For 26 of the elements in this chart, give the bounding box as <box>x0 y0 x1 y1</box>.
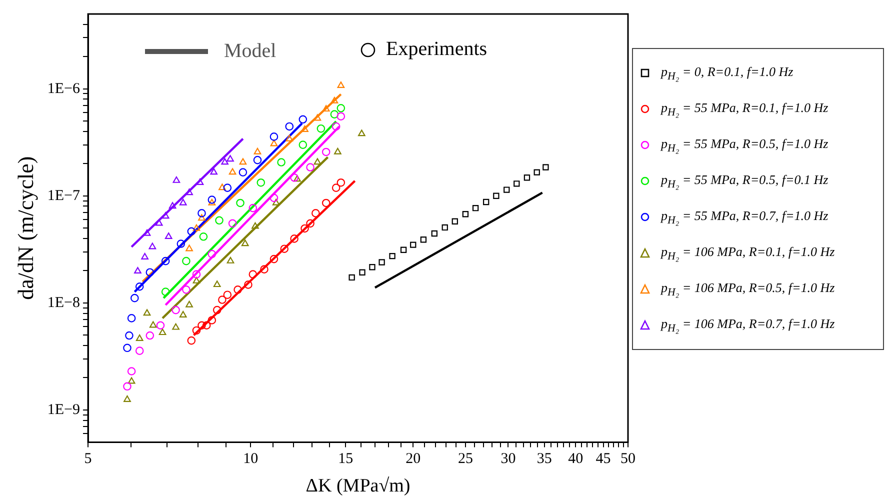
y-tick-label: 1E−7 <box>47 188 81 204</box>
legend-label: p$_{H₂}$ = 55 MPa, R=0.1, f=1.0 Hz <box>661 100 828 118</box>
x-tick-label: 40 <box>568 451 584 468</box>
x-tick-label: 30 <box>500 451 516 468</box>
y-axis-title: da/dN (m/cycle) <box>12 156 38 300</box>
x-tick-label: 45 <box>596 451 611 468</box>
x-tick-label: 15 <box>338 451 354 468</box>
legend-label: p$_{H₂}$ = 106 MPa, R=0.1, f=1.0 Hz <box>661 244 835 262</box>
x-tick-label: 20 <box>406 451 421 468</box>
x-tick-label: 35 <box>536 451 552 468</box>
annotation: Experiments <box>386 38 488 61</box>
y-tick-label: 1E−8 <box>47 294 80 311</box>
x-axis-title: ΔK (MPa√m) <box>306 476 410 497</box>
legend-label: p$_{H₂}$ = 106 MPa, R=0.5, f=1.0 Hz <box>661 280 835 298</box>
legend-label: p$_{H₂}$ = 106 MPa, R=0.7, f=1.0 Hz <box>661 316 835 334</box>
x-tick-label: 5 <box>84 451 92 468</box>
y-tick-label: 1E−9 <box>47 402 80 418</box>
legend-label: p$_{H₂}$ = 55 MPa, R=0.7, f=1.0 Hz <box>661 208 828 226</box>
legend-label: p$_{H₂}$ = 55 MPa, R=0.5, f=1.0 Hz <box>661 136 828 154</box>
legend-label: p$_{H₂}$ = 55 MPa, R=0.5, f=0.1 Hz <box>661 172 828 190</box>
legend-label: p$_{H₂}$ = 0, R=0.1, f=1.0 Hz <box>661 64 794 82</box>
x-tick-label: 10 <box>243 451 258 468</box>
x-tick-label: 50 <box>620 451 636 468</box>
annotation: Model <box>224 40 276 63</box>
y-tick-label: 1E−6 <box>47 80 81 97</box>
x-tick-label: 25 <box>458 451 473 468</box>
